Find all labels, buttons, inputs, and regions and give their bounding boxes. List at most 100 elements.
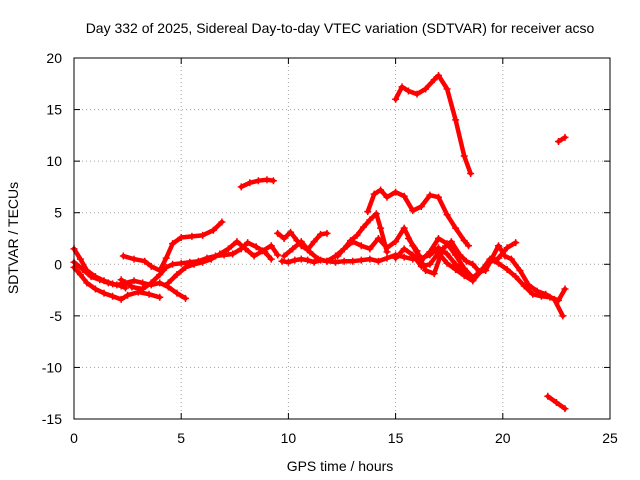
data-point — [216, 250, 224, 258]
data-point — [542, 290, 550, 298]
data-point — [209, 226, 217, 234]
data-point — [113, 281, 121, 289]
data-point — [280, 252, 288, 260]
data-point — [469, 277, 477, 285]
data-point — [224, 245, 232, 253]
data-point — [156, 279, 164, 287]
data-point — [377, 224, 385, 232]
data-point — [199, 258, 207, 266]
data-point — [162, 263, 170, 271]
series-s12 — [364, 186, 472, 250]
series-s14 — [404, 235, 567, 320]
data-point — [383, 193, 391, 201]
x-tick-label: 20 — [495, 430, 511, 446]
data-point — [291, 256, 299, 264]
series-s11 — [334, 210, 391, 260]
data-point — [383, 254, 391, 262]
data-point — [404, 235, 412, 242]
data-point — [366, 255, 374, 263]
data-point — [317, 230, 325, 238]
data-point — [323, 229, 331, 237]
data-point — [512, 239, 520, 247]
data-point — [267, 242, 275, 250]
data-point — [310, 258, 318, 266]
data-point — [278, 257, 286, 265]
data-point — [392, 254, 400, 262]
data-point — [244, 239, 252, 247]
data-point — [533, 287, 541, 295]
data-point — [91, 285, 99, 293]
data-point — [426, 260, 434, 268]
data-point — [347, 237, 355, 245]
data-point — [169, 240, 177, 248]
data-point — [237, 183, 245, 191]
data-point — [269, 177, 277, 185]
data-point — [370, 190, 378, 198]
data-point — [460, 272, 468, 280]
x-tick-label: 5 — [177, 430, 185, 446]
data-point — [372, 210, 380, 218]
y-tick-label: 15 — [46, 102, 62, 118]
data-point — [357, 256, 365, 264]
data-point — [349, 257, 357, 265]
data-point — [464, 242, 472, 250]
data-point — [561, 405, 569, 413]
data-point — [104, 279, 112, 287]
data-point — [109, 292, 117, 300]
data-point — [409, 251, 417, 259]
data-point — [156, 271, 164, 279]
data-point — [400, 224, 408, 232]
series-line — [365, 187, 471, 248]
y-tick-label: 10 — [46, 153, 62, 169]
data-point — [495, 242, 503, 250]
data-point — [434, 235, 442, 242]
data-point — [323, 257, 331, 265]
chart-title: Day 332 of 2025, Sidereal Day-to-day VTE… — [86, 20, 595, 36]
data-point — [417, 203, 425, 211]
data-point — [289, 245, 297, 253]
data-point — [409, 207, 417, 215]
data-point — [392, 238, 400, 246]
data-point — [287, 228, 295, 236]
data-point — [173, 271, 181, 279]
data-point — [430, 76, 438, 84]
data-point — [488, 254, 496, 262]
data-point — [462, 257, 470, 265]
data-point — [364, 208, 372, 216]
data-point — [366, 245, 374, 253]
data-point — [147, 279, 155, 287]
data-point — [400, 245, 408, 253]
data-point — [169, 260, 177, 268]
data-point — [250, 252, 258, 260]
data-point — [293, 237, 301, 245]
data-point — [426, 191, 434, 199]
data-point — [452, 265, 460, 273]
data-point — [117, 295, 125, 303]
data-point — [377, 186, 385, 194]
data-point — [555, 138, 563, 146]
data-point — [130, 255, 138, 263]
data-point — [254, 177, 262, 185]
data-point — [544, 392, 552, 400]
data-point — [404, 87, 412, 95]
data-point — [304, 246, 312, 254]
data-point — [188, 232, 196, 240]
series-s7 — [237, 176, 277, 191]
data-point — [495, 259, 503, 267]
x-tick-label: 15 — [388, 430, 404, 446]
data-point — [443, 211, 451, 219]
series-s10 — [274, 228, 331, 254]
data-point — [503, 244, 511, 252]
data-point — [156, 293, 164, 301]
data-point — [233, 238, 241, 246]
data-point — [100, 289, 108, 297]
data-point — [422, 266, 430, 274]
data-point — [128, 283, 136, 291]
data-point — [507, 255, 515, 263]
data-point — [469, 260, 477, 268]
data-point — [310, 238, 318, 246]
y-tick-labels: 20 15 10 5 0 -5 -10 -15 — [42, 50, 62, 427]
data-point — [87, 273, 95, 281]
data-point — [561, 285, 569, 293]
